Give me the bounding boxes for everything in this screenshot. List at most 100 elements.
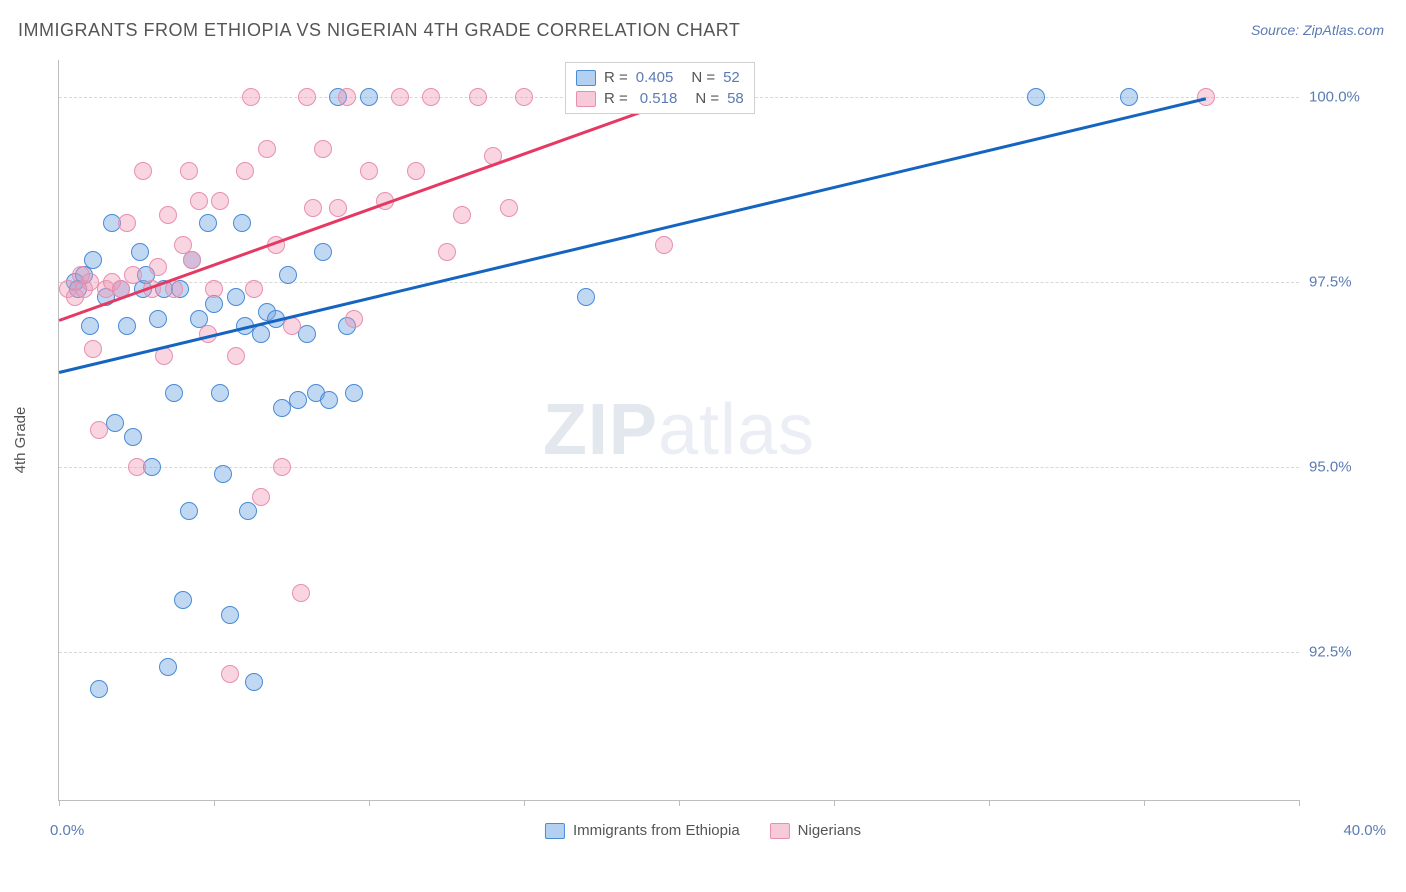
- x-tick: [679, 800, 680, 806]
- scatter-point: [577, 288, 595, 306]
- scatter-point: [183, 251, 201, 269]
- scatter-point: [90, 421, 108, 439]
- swatch-nigerians: [576, 91, 596, 107]
- scatter-point: [211, 384, 229, 402]
- scatter-point: [1027, 88, 1045, 106]
- scatter-point: [221, 606, 239, 624]
- x-tick: [1144, 800, 1145, 806]
- watermark: ZIPatlas: [543, 389, 815, 471]
- scatter-point: [298, 325, 316, 343]
- scatter-point: [500, 199, 518, 217]
- scatter-point: [143, 458, 161, 476]
- scatter-point: [227, 288, 245, 306]
- scatter-point: [149, 258, 167, 276]
- y-tick-label: 92.5%: [1309, 644, 1389, 661]
- scatter-point: [252, 488, 270, 506]
- x-tick: [369, 800, 370, 806]
- scatter-point: [90, 680, 108, 698]
- scatter-point: [453, 206, 471, 224]
- scatter-point: [515, 88, 533, 106]
- scatter-point: [124, 266, 142, 284]
- swatch-ethiopia-icon: [545, 823, 565, 839]
- legend-row-nigerians: R = 0.518 N = 58: [576, 88, 744, 109]
- y-axis-label: 4th Grade: [12, 407, 29, 474]
- scatter-point: [190, 192, 208, 210]
- x-tick: [214, 800, 215, 806]
- x-tick: [59, 800, 60, 806]
- scatter-point: [180, 162, 198, 180]
- scatter-point: [149, 310, 167, 328]
- scatter-point: [84, 340, 102, 358]
- correlation-legend: R = 0.405 N = 52 R = 0.518 N = 58: [565, 62, 755, 114]
- scatter-plot-area: ZIPatlas 92.5%95.0%97.5%100.0%: [58, 60, 1299, 801]
- scatter-point: [298, 88, 316, 106]
- scatter-point: [283, 317, 301, 335]
- scatter-point: [214, 465, 232, 483]
- scatter-point: [338, 88, 356, 106]
- scatter-point: [118, 214, 136, 232]
- y-tick-label: 97.5%: [1309, 274, 1389, 291]
- scatter-point: [329, 199, 347, 217]
- scatter-point: [279, 266, 297, 284]
- scatter-point: [174, 591, 192, 609]
- scatter-point: [320, 391, 338, 409]
- scatter-point: [304, 199, 322, 217]
- scatter-point: [233, 214, 251, 232]
- scatter-point: [211, 192, 229, 210]
- scatter-point: [273, 458, 291, 476]
- scatter-point: [81, 317, 99, 335]
- scatter-point: [242, 88, 260, 106]
- x-tick: [989, 800, 990, 806]
- scatter-point: [258, 140, 276, 158]
- scatter-point: [134, 162, 152, 180]
- scatter-point: [84, 251, 102, 269]
- scatter-point: [159, 206, 177, 224]
- scatter-point: [360, 162, 378, 180]
- trend-line: [59, 97, 1207, 373]
- y-tick-label: 95.0%: [1309, 459, 1389, 476]
- source-attribution: Source: ZipAtlas.com: [1251, 22, 1384, 38]
- scatter-point: [345, 310, 363, 328]
- scatter-point: [199, 214, 217, 232]
- legend-item-nigerians: Nigerians: [770, 822, 861, 839]
- scatter-point: [165, 384, 183, 402]
- scatter-point: [360, 88, 378, 106]
- scatter-point: [205, 280, 223, 298]
- scatter-point: [655, 236, 673, 254]
- x-axis-min-label: 0.0%: [50, 822, 84, 839]
- scatter-point: [124, 428, 142, 446]
- swatch-ethiopia: [576, 70, 596, 86]
- scatter-point: [227, 347, 245, 365]
- scatter-point: [180, 502, 198, 520]
- series-legend: Immigrants from Ethiopia Nigerians: [545, 822, 861, 839]
- scatter-point: [1197, 88, 1215, 106]
- swatch-nigerians-icon: [770, 823, 790, 839]
- chart-title: IMMIGRANTS FROM ETHIOPIA VS NIGERIAN 4TH…: [18, 20, 740, 41]
- gridline: [59, 467, 1299, 468]
- scatter-point: [422, 88, 440, 106]
- gridline: [59, 282, 1299, 283]
- scatter-point: [314, 140, 332, 158]
- scatter-point: [292, 584, 310, 602]
- x-axis-max-label: 40.0%: [1343, 822, 1386, 839]
- scatter-point: [1120, 88, 1138, 106]
- scatter-point: [289, 391, 307, 409]
- scatter-point: [159, 658, 177, 676]
- scatter-point: [106, 414, 124, 432]
- x-tick: [524, 800, 525, 806]
- scatter-point: [345, 384, 363, 402]
- scatter-point: [131, 243, 149, 261]
- scatter-point: [236, 162, 254, 180]
- scatter-point: [252, 325, 270, 343]
- x-tick: [834, 800, 835, 806]
- gridline: [59, 652, 1299, 653]
- scatter-point: [118, 317, 136, 335]
- scatter-point: [469, 88, 487, 106]
- scatter-point: [391, 88, 409, 106]
- legend-item-ethiopia: Immigrants from Ethiopia: [545, 822, 740, 839]
- legend-row-ethiopia: R = 0.405 N = 52: [576, 67, 744, 88]
- scatter-point: [438, 243, 456, 261]
- x-tick: [1299, 800, 1300, 806]
- scatter-point: [245, 280, 263, 298]
- scatter-point: [221, 665, 239, 683]
